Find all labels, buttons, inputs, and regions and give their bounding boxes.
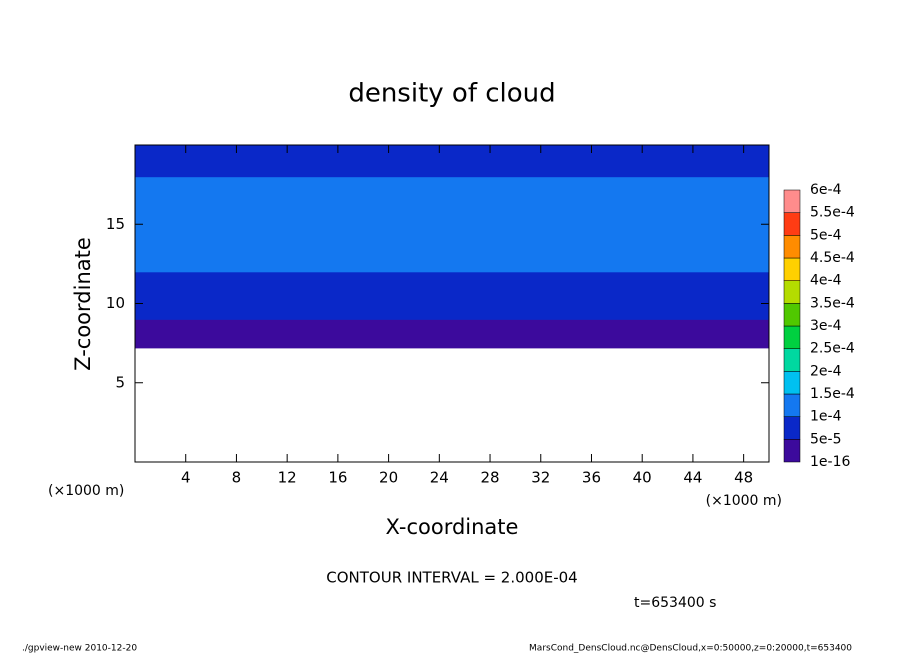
- x-tick-label: 44: [683, 469, 702, 487]
- y-tick-label: 5: [115, 373, 125, 391]
- y-tick-label: 15: [106, 215, 125, 233]
- density-band: [135, 335, 769, 349]
- y-tick-label: 10: [106, 294, 125, 312]
- colorbar-label: 3e-4: [810, 318, 842, 334]
- colorbar-label: 2.5e-4: [810, 341, 855, 357]
- colorbar-label: 1.5e-4: [810, 386, 855, 402]
- x-tick-label: 28: [480, 469, 499, 487]
- colorbar-box: [783, 371, 801, 395]
- colorbar-box: [783, 393, 801, 417]
- colorbar-box: [783, 235, 801, 259]
- colorbar-box: [783, 257, 801, 281]
- contour-interval: CONTOUR INTERVAL = 2.000E-04: [326, 569, 577, 587]
- x-tick-label: 32: [531, 469, 550, 487]
- colorbar-label: 4e-4: [810, 273, 842, 289]
- x-tick-label: 8: [232, 469, 242, 487]
- y-unit: (×1000 m): [48, 483, 124, 499]
- colorbar-label: 2e-4: [810, 363, 842, 379]
- colorbar-label: 3.5e-4: [810, 295, 855, 311]
- colorbar-label: 5.5e-4: [810, 205, 855, 221]
- footer-right: MarsCond_DensCloud.nc@DensCloud,x=0:5000…: [529, 644, 852, 654]
- x-tick-label: 16: [328, 469, 347, 487]
- x-tick-label: 36: [582, 469, 601, 487]
- footer-left: ./gpview-new 2010-12-20: [22, 644, 137, 654]
- density-band: [135, 303, 769, 320]
- x-unit: (×1000 m): [706, 493, 782, 509]
- density-band: [135, 160, 769, 178]
- chart-title: density of cloud: [348, 79, 555, 109]
- colorbar-label: 6e-4: [810, 182, 842, 198]
- colorbar-label: 5e-5: [810, 431, 841, 447]
- density-band: [135, 145, 769, 162]
- x-axis-label: X-coordinate: [386, 515, 519, 539]
- x-tick-label: 48: [734, 469, 753, 487]
- x-tick-label: 20: [379, 469, 398, 487]
- colorbar-box: [783, 189, 801, 213]
- colorbar-box: [783, 439, 801, 463]
- density-band: [135, 208, 769, 241]
- colorbar-box: [783, 348, 801, 372]
- density-band: [135, 192, 769, 209]
- colorbar-box: [783, 325, 801, 349]
- time-label: t=653400 s: [634, 595, 716, 611]
- colorbar-label: 5e-4: [810, 227, 842, 243]
- x-tick-label: 4: [181, 469, 191, 487]
- y-axis-label: Z-coordinate: [71, 237, 95, 371]
- x-tick-label: 40: [633, 469, 652, 487]
- x-tick-label: 12: [278, 469, 297, 487]
- density-band: [135, 287, 769, 304]
- colorbar-label: 1e-16: [810, 454, 850, 470]
- colorbar-box: [783, 303, 801, 327]
- colorbar-box: [783, 212, 801, 236]
- colorbar-label: 1e-4: [810, 409, 842, 425]
- x-tick-label: 24: [430, 469, 449, 487]
- density-band: [135, 319, 769, 336]
- density-band: [135, 240, 769, 273]
- colorbar-box: [783, 280, 801, 304]
- density-band: [135, 271, 769, 289]
- density-band: [135, 176, 769, 194]
- colorbar-box: [783, 416, 801, 440]
- colorbar-label: 4.5e-4: [810, 250, 855, 266]
